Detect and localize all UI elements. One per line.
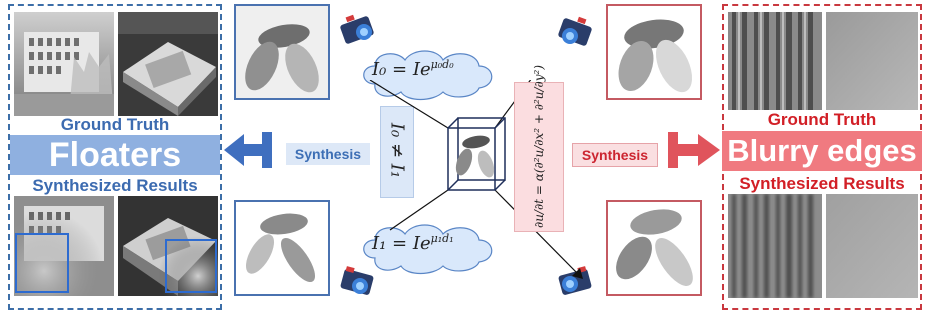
view-top-right-frame	[606, 4, 702, 100]
camera-icon	[340, 14, 374, 44]
neq-box	[380, 106, 414, 198]
view-bottom-right-frame	[606, 200, 702, 296]
heat-equation: ∂u/∂t = α(∂²u/∂x² + ∂²u/∂y²)	[532, 64, 546, 228]
camera-icon	[558, 266, 592, 295]
equation-bottom: I₁ = Ieμ₁d₁	[372, 232, 454, 254]
blurry-synth-image-2	[826, 194, 918, 298]
blurry-gt-image-2	[826, 12, 918, 110]
floaters-banner: Floaters	[10, 135, 220, 175]
floaters-ground-truth-label: Ground Truth	[60, 115, 170, 134]
right-synthesis-tag: Synthesis	[572, 143, 658, 167]
floaters-synth-image-2	[118, 196, 218, 296]
scene-cube	[369, 80, 583, 279]
cloud-bottom	[363, 224, 493, 275]
cloud-top	[363, 50, 493, 101]
blurry-synthesized-label: Synthesized Results	[739, 174, 905, 193]
heat-equation-box	[514, 82, 564, 232]
camera-icon	[340, 266, 374, 295]
equation-top: I₀ = Ieμ₀d₀	[372, 58, 454, 80]
view-bottom-left-frame	[234, 200, 330, 296]
floaters-gt-image-1	[14, 12, 114, 116]
view-top-left-frame	[234, 4, 330, 100]
camera-icon	[558, 16, 592, 46]
left-arrow-icon	[224, 132, 272, 168]
blurry-edges-banner: Blurry edges	[722, 131, 922, 171]
blurry-ground-truth-label: Ground Truth	[767, 110, 877, 129]
blurry-synth-image-1	[728, 194, 822, 298]
floaters-panel	[8, 4, 222, 310]
floaters-synthesized-label: Synthesized Results	[32, 176, 198, 195]
floaters-synth-image-1	[14, 196, 114, 296]
blurry-gt-image-1	[728, 12, 822, 110]
floaters-gt-image-2	[118, 12, 218, 116]
left-synthesis-tag: Synthesis	[286, 143, 370, 165]
right-arrow-icon	[668, 132, 720, 168]
